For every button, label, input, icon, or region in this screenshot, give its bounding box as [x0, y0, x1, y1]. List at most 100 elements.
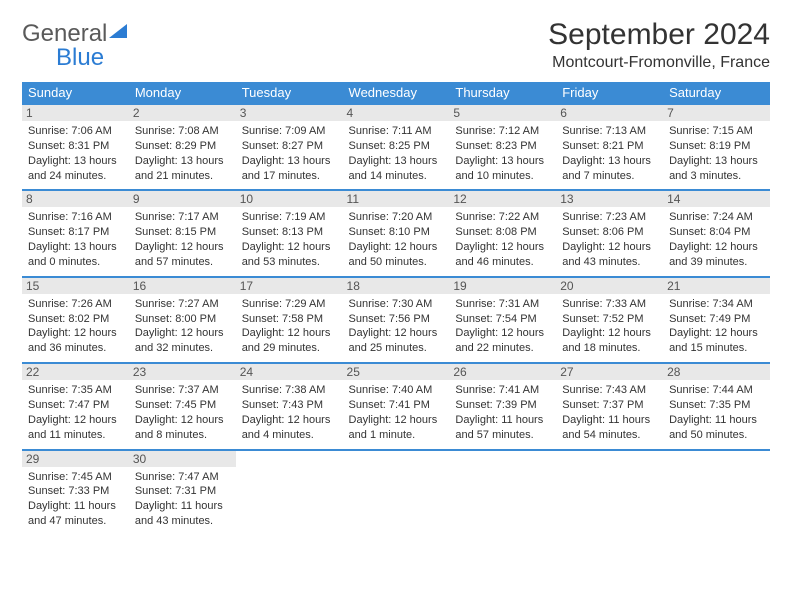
daylight-text: Daylight: 12 hours — [242, 240, 337, 255]
daylight-text: Daylight: 13 hours — [28, 240, 123, 255]
day-header: Friday — [556, 82, 663, 104]
calendar-table: Sunday Monday Tuesday Wednesday Thursday… — [22, 82, 770, 536]
sunrise-text: Sunrise: 7:20 AM — [349, 210, 444, 225]
sunset-text: Sunset: 8:21 PM — [562, 139, 657, 154]
calendar-day-cell: 25Sunrise: 7:40 AMSunset: 7:41 PMDayligh… — [343, 363, 450, 449]
calendar-day-cell: 9Sunrise: 7:17 AMSunset: 8:15 PMDaylight… — [129, 190, 236, 276]
day-number: 1 — [22, 105, 129, 121]
daylight-text: and 43 minutes. — [562, 255, 657, 270]
daylight-text: Daylight: 12 hours — [28, 326, 123, 341]
calendar-week-row: 8Sunrise: 7:16 AMSunset: 8:17 PMDaylight… — [22, 190, 770, 276]
calendar-day-cell: 15Sunrise: 7:26 AMSunset: 8:02 PMDayligh… — [22, 277, 129, 363]
daylight-text: Daylight: 12 hours — [669, 326, 764, 341]
daylight-text: and 39 minutes. — [669, 255, 764, 270]
day-number: 9 — [129, 191, 236, 207]
daylight-text: Daylight: 12 hours — [135, 240, 230, 255]
day-number: 17 — [236, 278, 343, 294]
daylight-text: Daylight: 11 hours — [562, 413, 657, 428]
daylight-text: and 17 minutes. — [242, 169, 337, 184]
day-header: Monday — [129, 82, 236, 104]
daylight-text: Daylight: 12 hours — [135, 326, 230, 341]
daylight-text: Daylight: 11 hours — [28, 499, 123, 514]
day-number: 29 — [22, 451, 129, 467]
day-number: 12 — [449, 191, 556, 207]
sunset-text: Sunset: 8:08 PM — [455, 225, 550, 240]
daylight-text: and 7 minutes. — [562, 169, 657, 184]
sunset-text: Sunset: 8:23 PM — [455, 139, 550, 154]
daylight-text: Daylight: 11 hours — [455, 413, 550, 428]
sunset-text: Sunset: 7:47 PM — [28, 398, 123, 413]
sunset-text: Sunset: 7:37 PM — [562, 398, 657, 413]
sunset-text: Sunset: 7:33 PM — [28, 484, 123, 499]
sunset-text: Sunset: 7:43 PM — [242, 398, 337, 413]
sunrise-text: Sunrise: 7:26 AM — [28, 297, 123, 312]
sunrise-text: Sunrise: 7:22 AM — [455, 210, 550, 225]
sunset-text: Sunset: 8:04 PM — [669, 225, 764, 240]
daylight-text: and 50 minutes. — [669, 428, 764, 443]
calendar-week-row: 15Sunrise: 7:26 AMSunset: 8:02 PMDayligh… — [22, 277, 770, 363]
sunset-text: Sunset: 7:56 PM — [349, 312, 444, 327]
calendar-day-cell — [556, 450, 663, 536]
day-number: 7 — [663, 105, 770, 121]
daylight-text: Daylight: 12 hours — [242, 326, 337, 341]
day-number: 10 — [236, 191, 343, 207]
daylight-text: and 3 minutes. — [669, 169, 764, 184]
day-header: Sunday — [22, 82, 129, 104]
day-number: 19 — [449, 278, 556, 294]
sunset-text: Sunset: 8:00 PM — [135, 312, 230, 327]
day-header: Tuesday — [236, 82, 343, 104]
sunset-text: Sunset: 8:27 PM — [242, 139, 337, 154]
daylight-text: and 57 minutes. — [455, 428, 550, 443]
sunrise-text: Sunrise: 7:30 AM — [349, 297, 444, 312]
sunrise-text: Sunrise: 7:16 AM — [28, 210, 123, 225]
calendar-day-cell: 26 Sunrise: 7:41 AMSunset: 7:39 PMDayligh… — [449, 363, 556, 449]
daylight-text: and 25 minutes. — [349, 341, 444, 356]
sunrise-text: Sunrise: 7:13 AM — [562, 124, 657, 139]
sunrise-text: Sunrise: 7:15 AM — [669, 124, 764, 139]
day-number: 26 — [449, 364, 556, 380]
daylight-text: Daylight: 12 hours — [349, 326, 444, 341]
sunrise-text: Sunrise: 7:47 AM — [135, 470, 230, 485]
calendar-week-row: 1Sunrise: 7:06 AMSunset: 8:31 PMDaylight… — [22, 104, 770, 190]
sunset-text: Sunset: 8:25 PM — [349, 139, 444, 154]
day-number: 16 — [129, 278, 236, 294]
sunset-text: Sunset: 7:52 PM — [562, 312, 657, 327]
daylight-text: and 8 minutes. — [135, 428, 230, 443]
sunrise-text: Sunrise: 7:38 AM — [242, 383, 337, 398]
day-number: 20 — [556, 278, 663, 294]
calendar-week-row: 29Sunrise: 7:45 AMSunset: 7:33 PMDayligh… — [22, 450, 770, 536]
daylight-text: and 53 minutes. — [242, 255, 337, 270]
calendar-day-cell: 10Sunrise: 7:19 AMSunset: 8:13 PMDayligh… — [236, 190, 343, 276]
sunrise-text: Sunrise: 7:40 AM — [349, 383, 444, 398]
daylight-text: Daylight: 11 hours — [669, 413, 764, 428]
calendar-day-cell: 20Sunrise: 7:33 AMSunset: 7:52 PMDayligh… — [556, 277, 663, 363]
calendar-day-cell: 27Sunrise: 7:43 AMSunset: 7:37 PMDayligh… — [556, 363, 663, 449]
calendar-day-cell: 19Sunrise: 7:31 AMSunset: 7:54 PMDayligh… — [449, 277, 556, 363]
daylight-text: Daylight: 12 hours — [28, 413, 123, 428]
calendar-day-cell: 24Sunrise: 7:38 AMSunset: 7:43 PMDayligh… — [236, 363, 343, 449]
day-number: 18 — [343, 278, 450, 294]
calendar-day-cell: 3Sunrise: 7:09 AMSunset: 8:27 PMDaylight… — [236, 104, 343, 190]
logo-word1: General — [22, 20, 107, 47]
day-number: 15 — [22, 278, 129, 294]
title-block: September 2024 Montcourt-Fromonville, Fr… — [548, 18, 770, 72]
sunrise-text: Sunrise: 7:06 AM — [28, 124, 123, 139]
sunset-text: Sunset: 7:58 PM — [242, 312, 337, 327]
sunrise-text: Sunrise: 7:31 AM — [455, 297, 550, 312]
calendar-day-cell: 8Sunrise: 7:16 AMSunset: 8:17 PMDaylight… — [22, 190, 129, 276]
calendar-day-cell — [663, 450, 770, 536]
header: General Blue September 2024 Montcourt-Fr… — [22, 18, 770, 72]
sunset-text: Sunset: 7:49 PM — [669, 312, 764, 327]
calendar-week-row: 22Sunrise: 7:35 AMSunset: 7:47 PMDayligh… — [22, 363, 770, 449]
sunrise-text: Sunrise: 7:41 AM — [455, 383, 550, 398]
sunrise-text: Sunrise: 7:34 AM — [669, 297, 764, 312]
sunset-text: Sunset: 7:39 PM — [455, 398, 550, 413]
calendar-day-cell: 16 Sunrise: 7:27 AMSunset: 8:00 PMDayligh… — [129, 277, 236, 363]
sunset-text: Sunset: 7:35 PM — [669, 398, 764, 413]
sunrise-text: Sunrise: 7:37 AM — [135, 383, 230, 398]
calendar-day-cell: 30Sunrise: 7:47 AMSunset: 7:31 PMDayligh… — [129, 450, 236, 536]
sunrise-text: Sunrise: 7:27 AM — [135, 297, 230, 312]
sunrise-text: Sunrise: 7:33 AM — [562, 297, 657, 312]
daylight-text: Daylight: 12 hours — [455, 326, 550, 341]
calendar-day-cell: 21Sunrise: 7:34 AMSunset: 7:49 PMDayligh… — [663, 277, 770, 363]
